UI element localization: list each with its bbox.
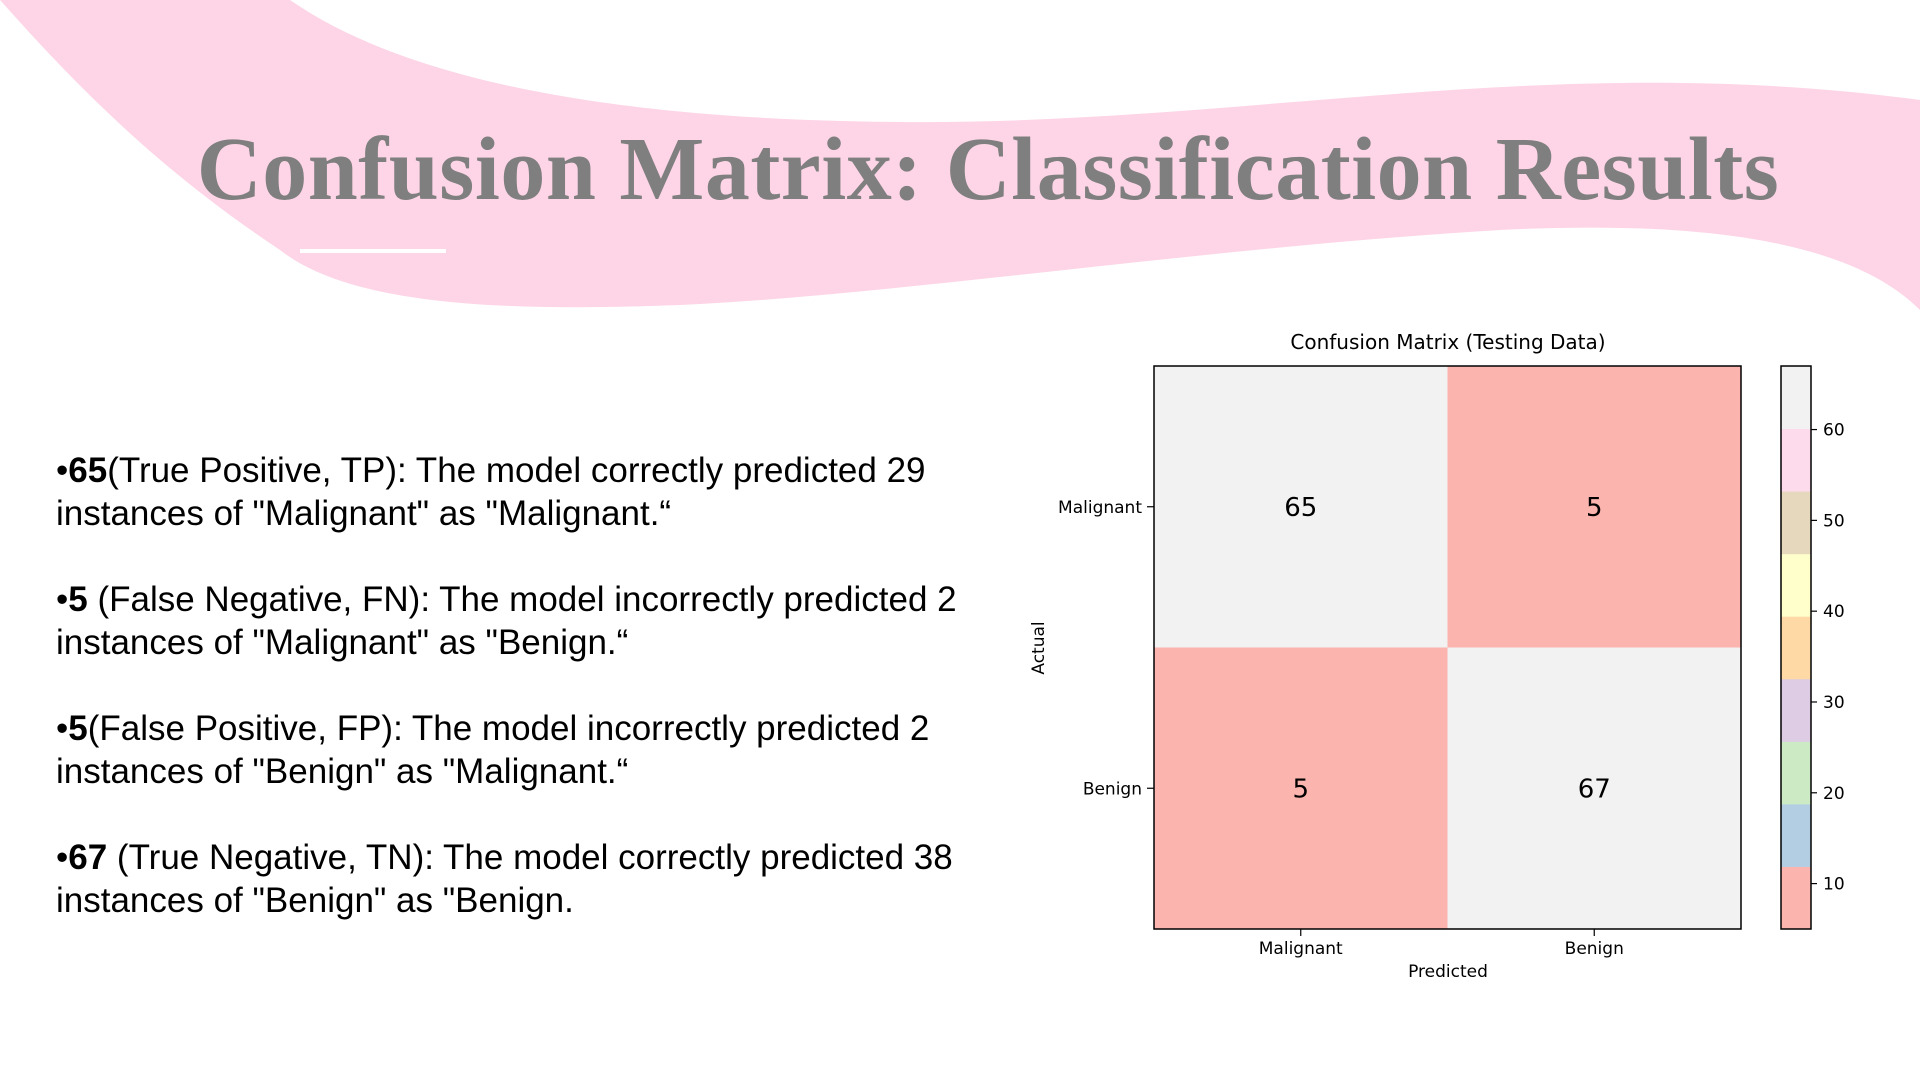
heatmap-cell — [1447, 647, 1741, 929]
cell-value-label: 5 — [1292, 774, 1309, 804]
colorbar-tick-label: 60 — [1823, 421, 1845, 441]
bullet-text: (False Negative, FN): The model incorrec… — [56, 580, 957, 662]
colorbar-segment — [1781, 866, 1811, 930]
colorbar-frame — [1780, 365, 1812, 930]
colorbar-tick-label: 30 — [1823, 693, 1845, 713]
bullet-marker: • — [56, 838, 69, 877]
colorbar-segment — [1781, 616, 1811, 680]
bullet-value: 5 — [68, 580, 88, 619]
colorbar-tick-label: 10 — [1823, 875, 1845, 895]
heatmap-cell — [1154, 647, 1448, 929]
colorbar-tick-label: 50 — [1823, 511, 1845, 531]
bullet-false-positive: •5(False Positive, FP): The model incorr… — [56, 707, 1016, 793]
colorbar-segment — [1781, 553, 1811, 617]
x-tick-label: Benign — [1565, 939, 1624, 959]
plot-frame — [1153, 365, 1742, 930]
colorbar: 10 20 30 40 50 60 — [1780, 365, 1845, 930]
y-axis-ticks: Malignant Benign — [1058, 498, 1154, 799]
bullet-value: 5 — [68, 709, 88, 748]
colorbar-segment — [1781, 803, 1811, 867]
colorbar-segment — [1781, 678, 1811, 742]
heatmap-cells: 65 5 5 67 — [1154, 366, 1741, 929]
cell-value-label: 67 — [1578, 774, 1611, 804]
x-tick-label: Malignant — [1259, 939, 1343, 959]
bullet-list: •65(True Positive, TP): The model correc… — [56, 449, 1016, 965]
bullet-marker: • — [56, 451, 69, 490]
bullet-text: (True Negative, TN): The model correctly… — [56, 838, 953, 920]
title-underline — [300, 249, 446, 253]
colorbar-segment — [1781, 366, 1811, 430]
confusion-matrix-chart: Confusion Matrix (Testing Data) 65 5 5 67 M… — [1000, 320, 1880, 1005]
colorbar-segment — [1781, 428, 1811, 492]
bullet-true-negative: •67 (True Negative, TN): The model corre… — [56, 836, 1016, 922]
heatmap-cell — [1447, 366, 1741, 648]
y-tick-label: Benign — [1083, 779, 1142, 799]
bullet-marker: • — [56, 709, 69, 748]
bullet-text: (False Positive, FP): The model incorrec… — [56, 709, 930, 791]
cell-value-label: 5 — [1586, 493, 1603, 523]
chart-title: Confusion Matrix (Testing Data) — [1290, 330, 1605, 354]
bullet-marker: • — [56, 580, 69, 619]
x-axis-label: Predicted — [1408, 962, 1488, 982]
colorbar-tick-label: 40 — [1823, 602, 1845, 622]
colorbar-segment — [1781, 741, 1811, 805]
bullet-true-positive: •65(True Positive, TP): The model correc… — [56, 449, 1016, 535]
x-axis-ticks: Malignant Benign — [1259, 929, 1624, 959]
heatmap-cell — [1154, 366, 1448, 648]
bullet-false-negative: •5 (False Negative, FN): The model incor… — [56, 578, 1016, 664]
colorbar-segment — [1781, 491, 1811, 555]
slide-title: Confusion Matrix: Classification Results — [196, 120, 1780, 219]
y-axis-label: Actual — [1029, 621, 1049, 674]
bullet-value: 67 — [68, 838, 108, 877]
colorbar-tick-label: 20 — [1823, 784, 1845, 804]
cell-value-label: 65 — [1284, 493, 1317, 523]
bullet-text: (True Positive, TP): The model correctly… — [56, 451, 926, 533]
bullet-value: 65 — [68, 451, 108, 490]
chart-svg: Confusion Matrix (Testing Data) 65 5 5 67 M… — [1029, 330, 1845, 982]
y-tick-label: Malignant — [1058, 498, 1142, 518]
